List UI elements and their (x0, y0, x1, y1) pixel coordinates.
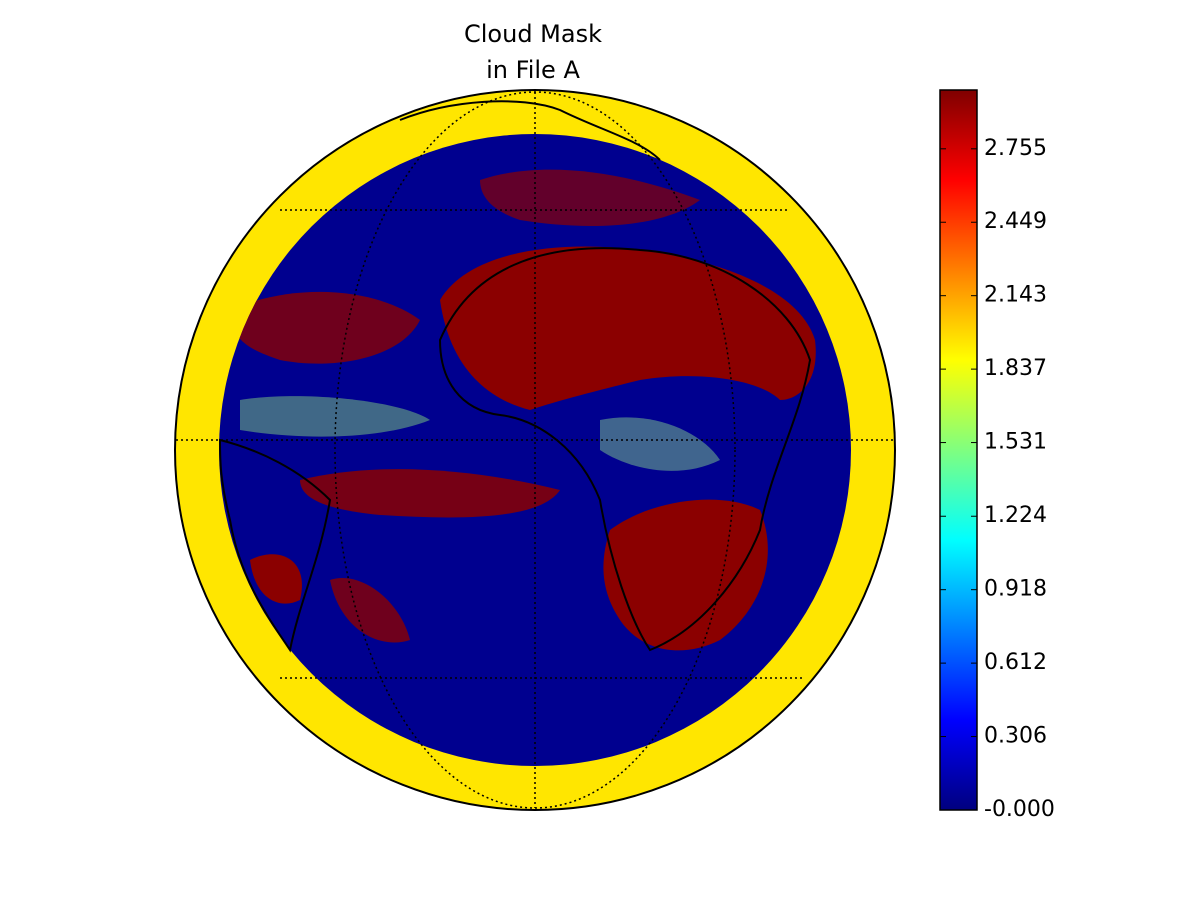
colorbar-tick-label: -0.000 (984, 797, 1055, 822)
colorbar-scale (939, 89, 978, 811)
colorbar-tick-label: 0.918 (984, 577, 1047, 602)
colorbar-tick-label: 0.612 (984, 650, 1047, 675)
colorbar: -0.000 0.306 0.612 0.918 1.224 1.531 1.837 2.14… (939, 89, 1055, 822)
colorbar-tick-label: 2.449 (984, 209, 1047, 234)
colorbar-tick-label: 1.531 (984, 430, 1047, 455)
colorbar-tick-label: 0.306 (984, 724, 1047, 749)
colorbar-tick-label: 1.224 (984, 503, 1047, 528)
globe (174, 89, 896, 811)
cloud-field (230, 169, 816, 651)
colorbar-tick-label: 2.755 (984, 136, 1047, 161)
colorbar-tick-label: 1.837 (984, 356, 1047, 381)
title-line: in File A (486, 56, 580, 84)
title-line: Cloud Mask (464, 20, 602, 48)
colorbar-tick-label: 2.143 (984, 283, 1047, 308)
